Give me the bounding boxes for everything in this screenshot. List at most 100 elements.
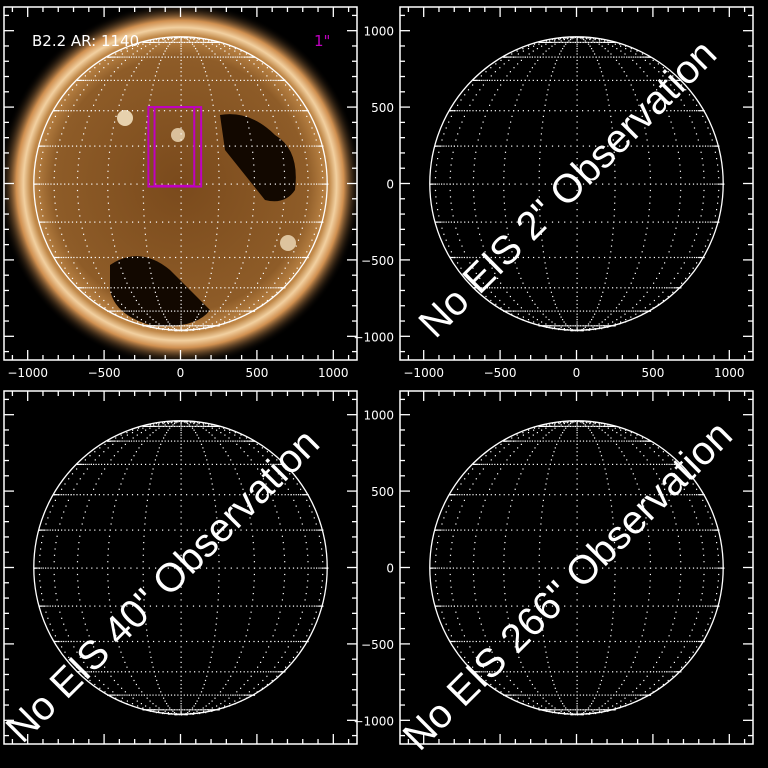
grid-dot (214, 635, 216, 637)
grid-dot (149, 326, 151, 328)
grid-dot (625, 319, 627, 321)
grid-dot (225, 694, 227, 696)
grid-dot (198, 463, 200, 465)
grid-dot (576, 256, 578, 259)
grid-dot (126, 432, 128, 434)
grid-dot (38, 567, 40, 569)
grid-dot (477, 79, 479, 81)
grid-dot (145, 45, 147, 47)
grid-dot (509, 71, 511, 73)
grid-dot (461, 256, 463, 259)
grid-dot (180, 427, 182, 429)
grid-dot (137, 640, 139, 643)
grid-dot (251, 605, 253, 607)
grid-dot (646, 291, 648, 293)
grid-dot (679, 170, 681, 172)
grid-dot (670, 245, 672, 247)
grid-dot (581, 325, 583, 327)
grid-dot (98, 110, 100, 112)
grid-dot (157, 67, 159, 69)
grid-dot (576, 328, 578, 330)
grid-dot (158, 709, 160, 711)
grid-dot (503, 79, 505, 81)
grid-dot (180, 282, 182, 284)
grid-dot (541, 127, 543, 129)
grid-dot (510, 56, 512, 58)
grid-dot (531, 310, 533, 312)
grid-dot (186, 529, 188, 531)
grid-dot (289, 89, 291, 91)
grid-dot (592, 326, 594, 328)
grid-dot (180, 580, 182, 582)
grid-dot (576, 158, 578, 160)
grid-dot (211, 710, 213, 712)
grid-dot (101, 661, 103, 663)
grid-dot (180, 455, 182, 457)
grid-dot (703, 196, 705, 198)
grid-dot (217, 694, 219, 696)
grid-dot (177, 440, 179, 442)
grid-dot (253, 183, 256, 185)
grid-dot (656, 89, 658, 91)
grid-dot (192, 529, 195, 531)
grid-dot (138, 440, 140, 442)
grid-dot (203, 425, 205, 427)
grid-dot (148, 41, 150, 43)
grid-dot (640, 310, 642, 312)
grid-dot (499, 67, 501, 69)
grid-dot (98, 287, 100, 289)
grid-dot (242, 567, 244, 569)
grid-dot (540, 227, 542, 229)
grid-dot (662, 299, 664, 302)
grid-dot (154, 459, 156, 461)
grid-dot (40, 605, 42, 607)
grid-dot (638, 56, 640, 58)
grid-dot (195, 319, 197, 321)
grid-dot (643, 295, 645, 298)
grid-dot (504, 56, 507, 58)
grid-dot (625, 48, 627, 50)
grid-dot (569, 328, 572, 330)
grid-dot (202, 63, 204, 65)
grid-dot (153, 79, 155, 81)
grid-dot (295, 245, 297, 247)
grid-dot (574, 330, 576, 332)
grid-dot (582, 36, 584, 39)
grid-dot (232, 671, 234, 673)
grid-dot (450, 110, 452, 112)
grid-dot (176, 287, 178, 289)
grid-dot (206, 675, 208, 677)
grid-dot (299, 256, 302, 259)
grid-dot (479, 277, 481, 279)
grid-dot (35, 183, 37, 185)
grid-dot (122, 656, 124, 658)
grid-dot (45, 523, 47, 525)
grid-dot (89, 295, 91, 298)
grid-dot (265, 483, 267, 485)
grid-dot (676, 287, 678, 289)
grid-dot (149, 710, 151, 712)
grid-dot (169, 707, 171, 709)
grid-dot (180, 328, 182, 331)
grid-dot (94, 683, 96, 686)
grid-dot (607, 310, 609, 312)
grid-dot (149, 287, 151, 289)
grid-dot (281, 272, 283, 274)
grid-dot (517, 303, 519, 305)
grid-dot (560, 325, 562, 327)
grid-dot (612, 79, 614, 81)
grid-dot (55, 542, 57, 544)
grid-dot (667, 145, 669, 147)
grid-dot (691, 121, 693, 123)
grid-dot (579, 36, 581, 39)
grid-dot (197, 110, 199, 112)
grid-dot (164, 694, 166, 696)
grid-dot (162, 712, 164, 714)
grid-dot (207, 709, 209, 711)
grid-dot (242, 440, 244, 442)
grid-dot (306, 202, 308, 204)
grid-dot (587, 43, 590, 45)
grid-dot (666, 256, 668, 259)
grid-dot (177, 56, 179, 58)
grid-dot (130, 75, 133, 77)
